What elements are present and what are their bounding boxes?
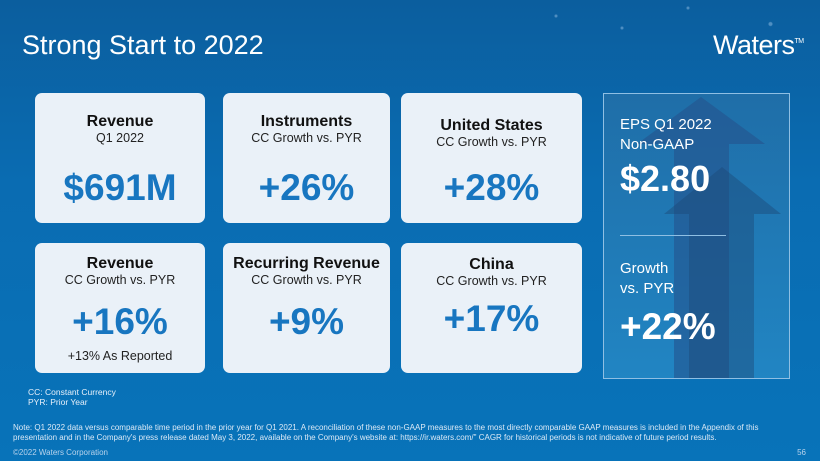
card-value: +16% [72,301,168,342]
card-heading: Recurring Revenue [233,255,380,272]
card-heading: China [469,256,514,273]
instruments-card: Instruments CC Growth vs. PYR +26% [223,93,390,223]
legend-pyr: PYR: Prior Year [28,397,88,407]
card-subheading: CC Growth vs. PYR [64,273,176,287]
page-title: Strong Start to 2022 [22,30,264,60]
card-subheading: Q1 2022 [96,131,144,145]
growth-label-line2: vs. PYR [620,280,675,297]
logo-text: Waters [713,30,795,60]
card-value: +26% [258,167,355,208]
eps-label-line2: Non-GAAP [620,136,695,153]
footnote: Note: Q1 2022 data versus comparable tim… [13,423,759,442]
legend-cc: CC: Constant Currency [28,387,116,397]
eps-value: $2.80 [620,158,711,199]
growth-label: Growth vs. PYR [620,259,674,299]
eps-panel: EPS Q1 2022 Non-GAAP $2.80 Growth vs. PYR … [603,93,790,379]
abbreviation-legend: CC: Constant Currency PYR: Prior Year [28,387,116,407]
card-subheading: CC Growth vs. PYR [436,135,547,149]
card-value: +9% [268,301,345,342]
revenue-growth-card: Revenue CC Growth vs. PYR +16% +13% As R… [35,243,205,373]
logo-trademark: TM [794,38,805,45]
card-heading: Revenue [86,113,154,130]
united-states-card: United States CC Growth vs. PYR +28% [401,93,582,223]
card-note: +13% As Reported [67,349,173,363]
card-heading: Instruments [260,113,353,130]
eps-label: EPS Q1 2022 Non-GAAP [620,115,712,155]
divider [620,235,726,236]
china-card: China CC Growth vs. PYR +17% [401,243,582,373]
card-value: +17% [443,298,540,339]
decorative-network-dots [490,0,820,40]
card-heading: United States [440,117,543,134]
waters-logo: WatersTM [713,30,804,61]
growth-value: +22% [620,306,716,347]
growth-label-line1: Growth [620,260,669,277]
card-value: +28% [443,167,540,208]
card-heading: Revenue [86,255,154,272]
recurring-revenue-card: Recurring Revenue CC Growth vs. PYR +9% [223,243,390,373]
card-subheading: CC Growth vs. PYR [251,273,362,287]
page-number: 56 [797,448,806,457]
eps-label-line1: EPS Q1 2022 [620,116,712,133]
up-arrows-icon [637,97,781,378]
card-value: $691M [63,167,177,208]
revenue-card: Revenue Q1 2022 $691M [35,93,205,223]
card-subheading: CC Growth vs. PYR [436,274,547,288]
card-subheading: CC Growth vs. PYR [251,131,362,145]
copyright: ©2022 Waters Corporation [13,448,108,457]
